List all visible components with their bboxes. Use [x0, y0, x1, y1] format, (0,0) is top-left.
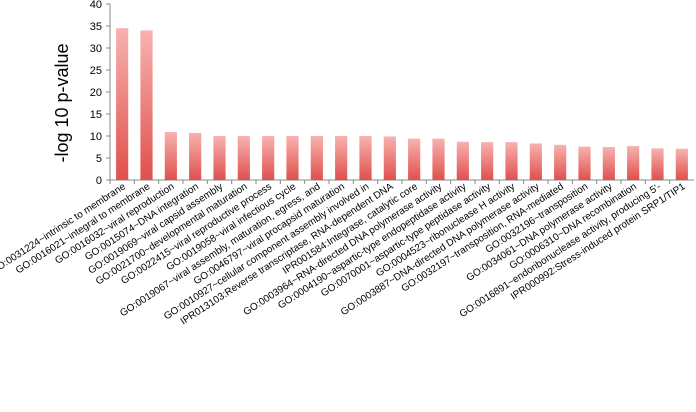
bar: [505, 142, 518, 180]
bar: [140, 30, 153, 181]
bar: [237, 136, 250, 180]
y-tick-label: 35: [90, 21, 102, 33]
y-tick-label: 20: [90, 87, 102, 99]
x-axis: [109, 179, 694, 184]
bar: [529, 143, 542, 180]
bar: [310, 136, 323, 180]
y-axis: 0 5 10 15 20 25 30 35 40: [90, 0, 111, 187]
bar: [408, 138, 421, 180]
bar: [481, 142, 494, 180]
bar: [164, 132, 177, 180]
bar: [578, 146, 591, 180]
y-axis-title: -log 10 p-value: [52, 43, 72, 162]
y-tick-label: 25: [90, 65, 102, 77]
bar: [116, 28, 129, 181]
bar: [627, 146, 640, 180]
bars: [116, 28, 688, 181]
y-tick-label: 10: [90, 131, 102, 143]
bar: [432, 138, 445, 180]
y-tick-label: 5: [96, 153, 102, 165]
y-tick-label: 40: [90, 0, 102, 11]
bar: [383, 136, 396, 180]
bar: [554, 144, 567, 180]
bar: [189, 132, 202, 180]
bar: [651, 148, 664, 180]
bar: [335, 136, 348, 180]
y-tick-label: 15: [90, 109, 102, 121]
bar: [286, 136, 299, 180]
bar: [262, 136, 275, 180]
bar: [456, 141, 469, 180]
bar: [602, 147, 615, 180]
bar: [675, 148, 688, 180]
bar: [359, 136, 372, 180]
y-tick-label: 0: [96, 175, 102, 187]
category-labels: GO:0031224~intrinsic to membraneGO:00160…: [0, 181, 688, 327]
bar: [213, 136, 226, 180]
y-tick-label: 30: [90, 43, 102, 55]
